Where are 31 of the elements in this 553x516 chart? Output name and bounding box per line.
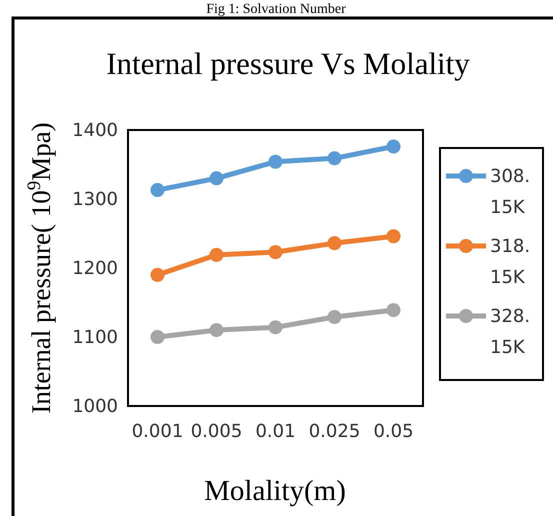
legend-label: 308.15K xyxy=(490,166,530,218)
point xyxy=(386,303,400,318)
y-tick-label: 1100 xyxy=(72,326,118,348)
legend-label: 318.15K xyxy=(490,236,530,288)
point xyxy=(150,183,164,198)
point xyxy=(386,140,400,154)
point xyxy=(210,248,224,262)
legend-label: 328.15K xyxy=(490,306,530,358)
y-tick-label: 1400 xyxy=(72,120,118,141)
x-tick-label: 0.005 xyxy=(190,420,242,442)
point xyxy=(150,330,164,344)
point xyxy=(268,154,282,169)
x-tick-label: 0.05 xyxy=(373,420,414,442)
point xyxy=(210,323,224,338)
caption: Fig 1: Solvation Number xyxy=(206,2,346,17)
point xyxy=(328,310,342,324)
x-tick-label: 0.001 xyxy=(132,420,184,442)
point xyxy=(150,268,164,282)
point xyxy=(328,236,342,250)
point xyxy=(268,320,282,334)
x-axis-title: Molality(m) xyxy=(204,475,346,507)
x-tick-label: 0.01 xyxy=(255,420,296,442)
point xyxy=(328,151,342,166)
point xyxy=(210,171,224,186)
x-tick-label: 0.025 xyxy=(308,420,360,442)
point xyxy=(386,229,400,244)
point xyxy=(268,245,282,260)
y-tick-label: 1300 xyxy=(72,188,118,210)
y-tick-label: 1200 xyxy=(72,258,118,279)
y-tick-label: 1000 xyxy=(72,396,118,417)
chart-title: Internal pressure Vs Molality xyxy=(106,46,470,81)
